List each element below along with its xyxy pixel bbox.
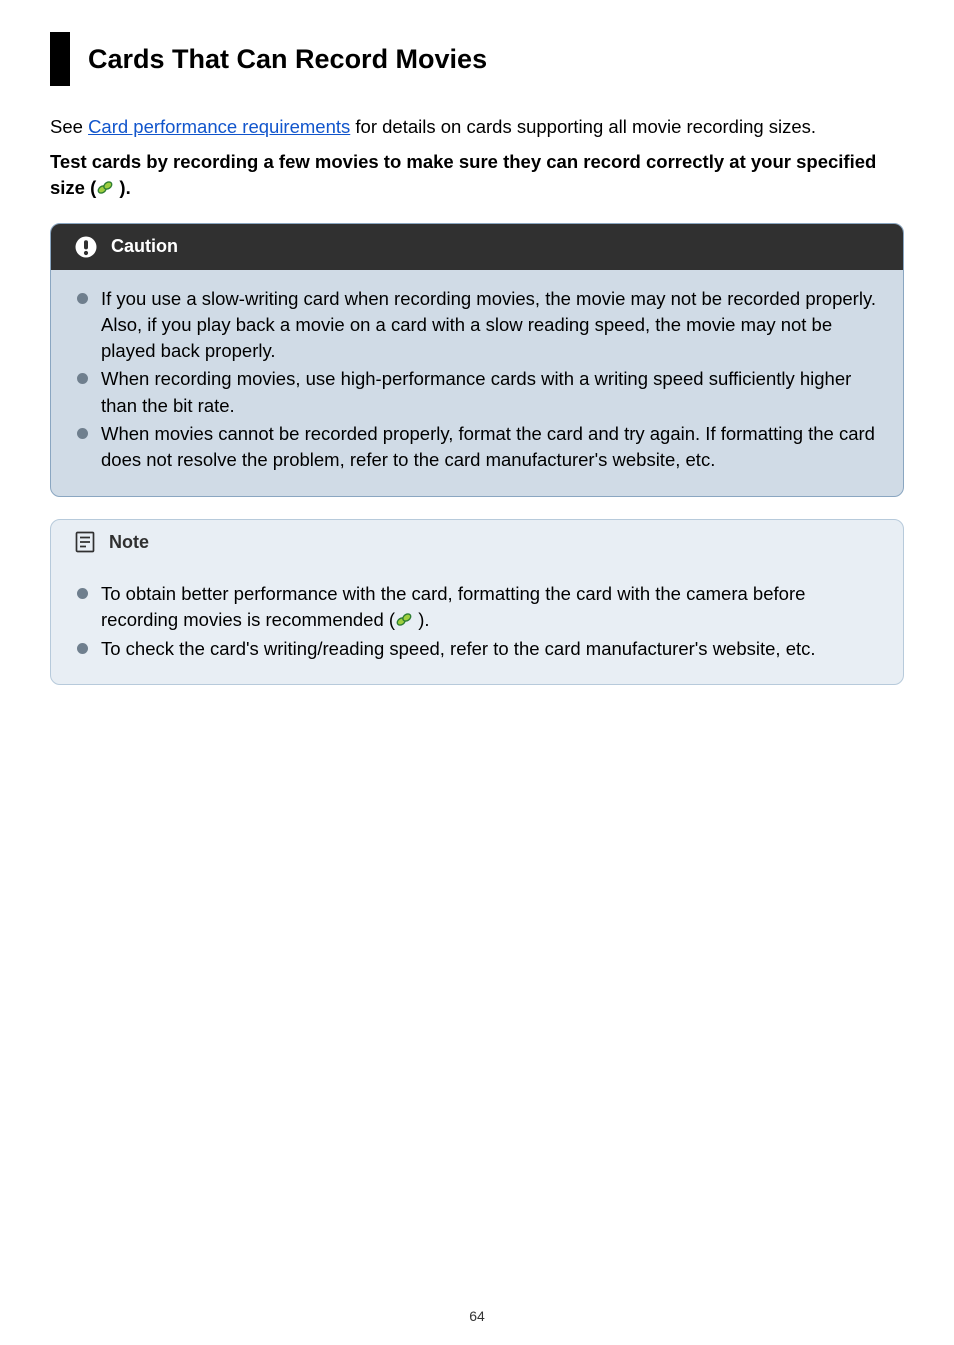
note-item-post: ).: [413, 609, 429, 630]
intro-paragraph: See Card performance requirements for de…: [50, 114, 904, 140]
note-item-pre: To obtain better performance with the ca…: [101, 583, 805, 630]
caution-box: Caution If you use a slow-writing card w…: [50, 223, 904, 496]
caution-icon: [75, 236, 97, 258]
link-chain-icon: [395, 611, 413, 628]
caution-label: Caution: [111, 234, 178, 260]
page-number: 64: [0, 1307, 954, 1327]
note-header: Note: [51, 520, 903, 566]
link-chain-icon: [96, 179, 114, 196]
bold-instruction: Test cards by recording a few movies to …: [50, 149, 904, 202]
note-icon: [75, 531, 95, 553]
format-card-link[interactable]: [395, 609, 413, 630]
note-item: To check the card's writing/reading spee…: [75, 636, 879, 662]
note-body: To obtain better performance with the ca…: [51, 565, 903, 684]
note-item: To obtain better performance with the ca…: [75, 581, 879, 634]
note-box: Note To obtain better performance with t…: [50, 519, 904, 685]
page-title: Cards That Can Record Movies: [88, 40, 904, 78]
page-title-block: Cards That Can Record Movies: [50, 32, 904, 86]
card-performance-link[interactable]: Card performance requirements: [88, 116, 350, 137]
caution-body: If you use a slow-writing card when reco…: [51, 270, 903, 496]
note-label: Note: [109, 530, 149, 556]
bold-pre: Test cards by recording a few movies to …: [50, 151, 876, 198]
specified-size-link[interactable]: [96, 177, 114, 198]
caution-item: When movies cannot be recorded properly,…: [75, 421, 879, 474]
bold-post: ).: [114, 177, 130, 198]
caution-item: When recording movies, use high-performa…: [75, 366, 879, 419]
intro-post: for details on cards supporting all movi…: [350, 116, 816, 137]
intro-pre: See: [50, 116, 88, 137]
caution-header: Caution: [51, 224, 903, 270]
caution-item: If you use a slow-writing card when reco…: [75, 286, 879, 365]
